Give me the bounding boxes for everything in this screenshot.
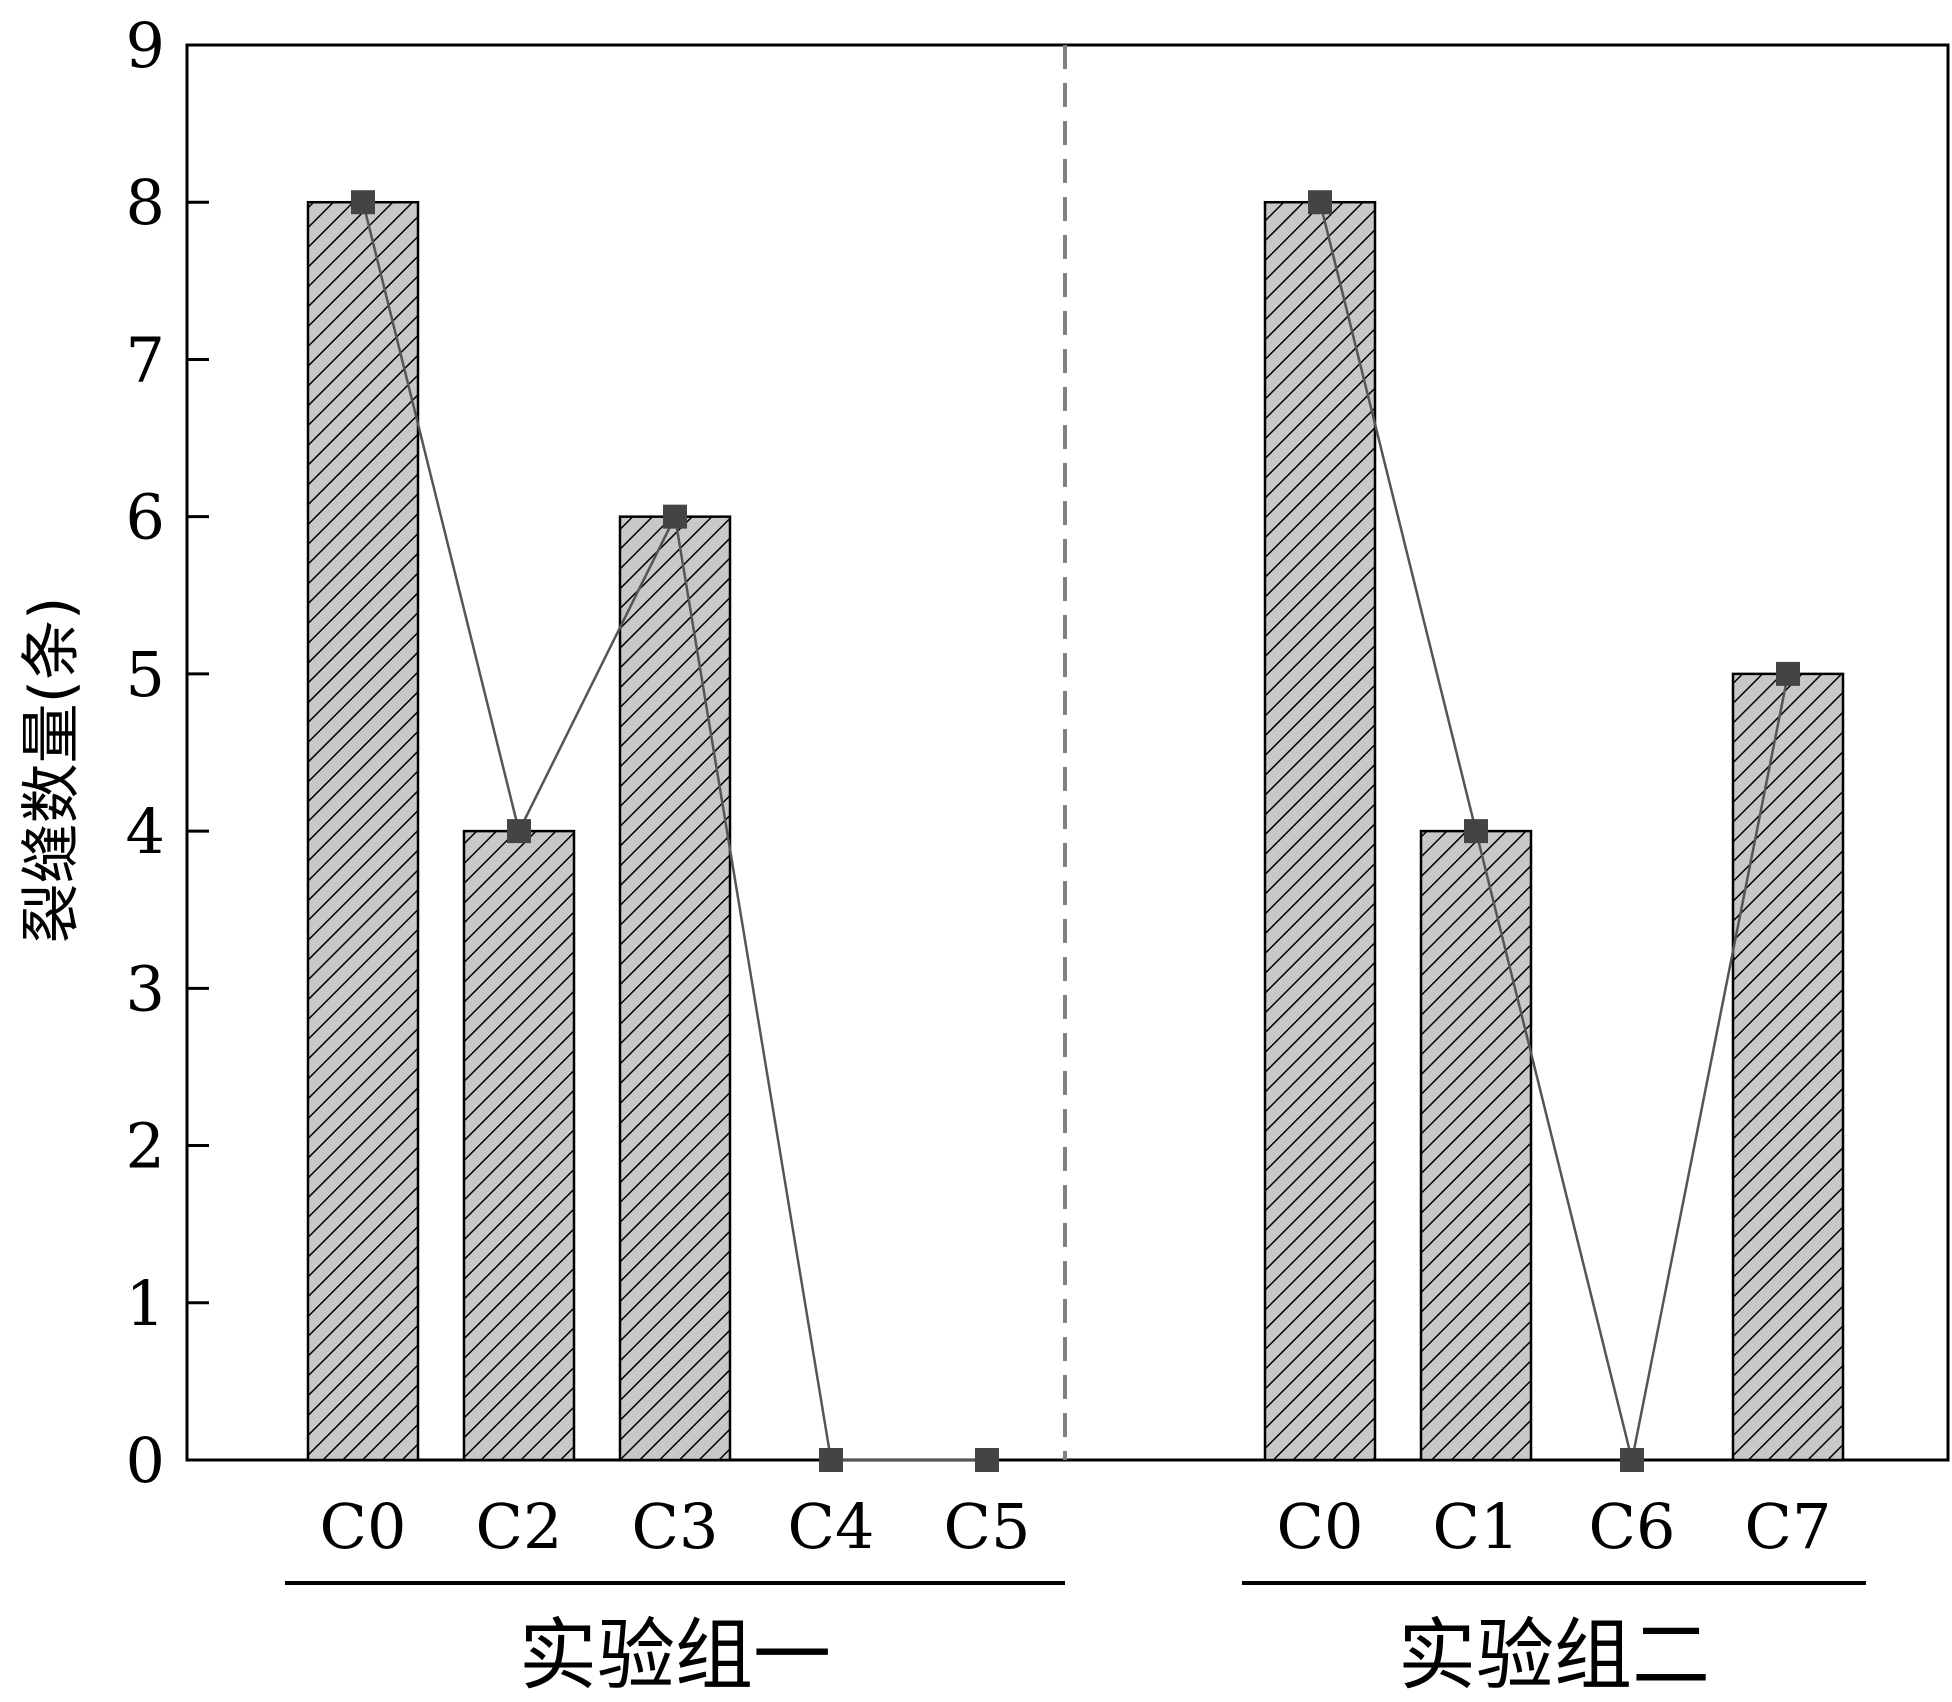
y-tick-label-5: 5 [126,638,165,711]
y-tick-label-7: 7 [126,323,165,396]
bar-1-c2 [462,829,576,1462]
plot-frame [185,43,1950,1462]
category-label-1-c3: C3 [632,1490,719,1563]
y-axis-label: 裂缝数量(条) [17,597,87,944]
category-label-1-c0: C0 [320,1490,407,1563]
y-tick-label-1: 1 [126,1267,165,1340]
bar-2-c7 [1731,672,1845,1462]
y-tick-label-6: 6 [126,481,165,554]
point-marker-1-c5 [975,1448,999,1472]
point-marker-2-c0 [1308,190,1332,215]
point-marker-1-c4 [819,1448,843,1472]
category-label-2-c7: C7 [1745,1490,1832,1563]
y-tick-label-0: 0 [126,1424,165,1497]
bar-1-c3 [618,515,732,1462]
category-label-2-c6: C6 [1589,1490,1676,1563]
bar-2-c1 [1419,829,1533,1462]
y-tick-label-8: 8 [126,166,165,239]
bar-1-c0 [306,200,420,1462]
category-label-2-c1: C1 [1433,1490,1520,1563]
plot-area: 0 1 2 3 4 5 6 7 8 9 C0 C2 C3 C4 C5 实验组一 C0 C1 C6 C7 实验组二 [126,9,1950,1701]
y-tick-label-9: 9 [126,9,165,82]
point-marker-1-c0 [351,190,375,215]
point-marker-1-c3 [663,504,687,529]
series-line-group-2 [1318,201,1790,1461]
point-marker-2-c7 [1776,661,1800,686]
category-label-1-c5: C5 [944,1490,1031,1563]
category-label-1-c4: C4 [788,1490,875,1563]
group-label-1: 实验组一 [519,1611,831,1701]
y-tick-label-4: 4 [126,795,165,868]
category-label-1-c2: C2 [476,1490,563,1563]
bar-2-c0 [1263,200,1377,1462]
group-label-2: 实验组二 [1398,1611,1710,1701]
y-tick-label-3: 3 [126,952,165,1025]
point-marker-2-c1 [1464,819,1488,844]
y-tick-label-2: 2 [126,1110,165,1183]
category-label-2-c0: C0 [1277,1490,1364,1563]
point-marker-2-c6 [1620,1448,1644,1472]
point-marker-1-c2 [507,819,531,844]
